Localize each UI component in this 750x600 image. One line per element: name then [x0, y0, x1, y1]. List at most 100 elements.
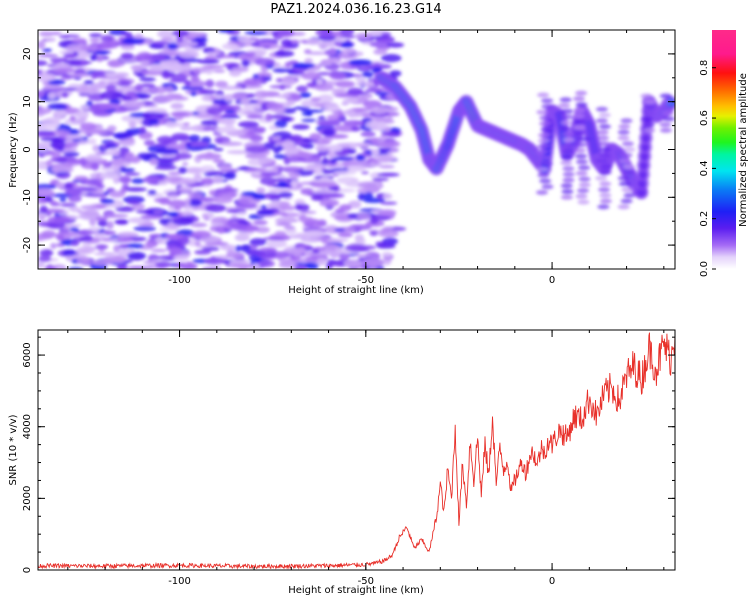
- noise-blob: [277, 216, 295, 222]
- signal-spread: [661, 99, 674, 105]
- noise-blob: [347, 110, 356, 118]
- signal-spread: [642, 122, 655, 128]
- noise-blob: [360, 131, 376, 137]
- noise-blob: [351, 126, 361, 132]
- noise-blob: [311, 189, 336, 194]
- signal-spread: [595, 106, 608, 112]
- noise-blob: [333, 170, 357, 175]
- noise-blob: [83, 80, 94, 85]
- noise-blob: [220, 244, 236, 251]
- noise-blob: [145, 239, 158, 248]
- signal-spread: [595, 175, 608, 181]
- noise-blob: [89, 38, 101, 42]
- noise-blob: [327, 150, 335, 158]
- noise-blob: [147, 109, 158, 114]
- noise-blob: [336, 176, 359, 184]
- noise-blob: [314, 83, 334, 92]
- noise-blob: [256, 187, 266, 195]
- noise-blob: [245, 52, 256, 57]
- signal-spread: [641, 116, 654, 122]
- noise-blob: [356, 78, 365, 83]
- noise-blob: [369, 230, 379, 237]
- signal-spread: [578, 182, 591, 188]
- noise-blob: [120, 31, 132, 36]
- noise-blob: [167, 194, 179, 199]
- noise-blob: [286, 99, 296, 106]
- noise-blob: [84, 178, 104, 187]
- signal-spread: [536, 167, 549, 173]
- noise-blob: [118, 175, 132, 184]
- noise-blob: [373, 49, 388, 55]
- noise-blob: [153, 61, 161, 65]
- signal-peak: [639, 181, 645, 186]
- noise-blob: [62, 249, 76, 256]
- signal-spread: [574, 142, 587, 148]
- noise-blob: [271, 31, 279, 37]
- noise-blob: [192, 32, 206, 38]
- noise-blob: [258, 247, 277, 252]
- noise-blob: [75, 87, 98, 94]
- noise-blob: [355, 142, 372, 148]
- noise-blob: [263, 236, 285, 241]
- noise-blob: [64, 53, 77, 59]
- noise-blob: [45, 116, 64, 121]
- signal-spread: [562, 131, 575, 137]
- noise-blob: [315, 72, 333, 76]
- noise-blob: [173, 255, 189, 261]
- noise-blob: [246, 114, 264, 119]
- colorbar-tick-label: 0.4: [699, 160, 710, 176]
- noise-blob: [351, 107, 375, 112]
- noise-blob: [252, 171, 262, 176]
- signal-spread: [540, 126, 553, 132]
- noise-blob: [57, 231, 78, 236]
- signal-spread: [562, 137, 575, 143]
- signal-spread: [573, 96, 585, 102]
- noise-blob: [169, 247, 182, 256]
- noise-blob: [205, 204, 227, 213]
- noise-blob: [104, 150, 116, 156]
- noise-blob: [258, 157, 273, 165]
- signal-spread: [559, 97, 572, 103]
- noise-blob: [242, 193, 265, 197]
- noise-blob: [152, 95, 174, 103]
- signal-spread: [642, 110, 655, 116]
- noise-blob: [266, 239, 288, 248]
- noise-blob: [115, 206, 136, 212]
- noise-blob: [154, 162, 175, 167]
- noise-blob: [361, 191, 374, 200]
- signal-spread: [537, 172, 550, 178]
- noise-blob: [117, 237, 134, 243]
- signal-spread: [617, 175, 630, 181]
- signal-spread: [600, 164, 613, 170]
- noise-blob: [90, 71, 98, 80]
- noise-blob: [338, 232, 353, 238]
- signal-spread: [577, 188, 590, 194]
- noise-blob: [247, 167, 269, 172]
- noise-blob: [241, 59, 250, 67]
- signal-spread: [536, 144, 549, 150]
- signal-spread: [562, 166, 575, 172]
- signal-spread: [599, 192, 612, 198]
- noise-blob: [142, 88, 165, 93]
- noise-blob: [39, 137, 64, 142]
- noise-blob: [322, 128, 335, 137]
- noise-blob: [278, 191, 293, 199]
- noise-blob: [74, 175, 89, 181]
- noise-blob: [310, 97, 321, 102]
- signal-spread: [561, 108, 574, 114]
- noise-blob: [50, 202, 61, 207]
- noise-blob: [317, 40, 330, 49]
- noise-blob: [165, 121, 178, 128]
- spectrogram-xlabel: Height of straight line (km): [288, 285, 424, 296]
- signal-spread: [599, 152, 612, 158]
- noise-blob: [378, 38, 394, 43]
- snr-xlabel: Height of straight line (km): [288, 585, 424, 596]
- noise-blob: [288, 171, 300, 180]
- signal-spread: [618, 124, 631, 130]
- noise-blob: [278, 205, 300, 210]
- noise-blob: [187, 192, 204, 199]
- noise-blob: [163, 233, 186, 240]
- noise-blob: [133, 226, 157, 232]
- noise-blob: [339, 34, 356, 39]
- signal-spread: [536, 190, 548, 195]
